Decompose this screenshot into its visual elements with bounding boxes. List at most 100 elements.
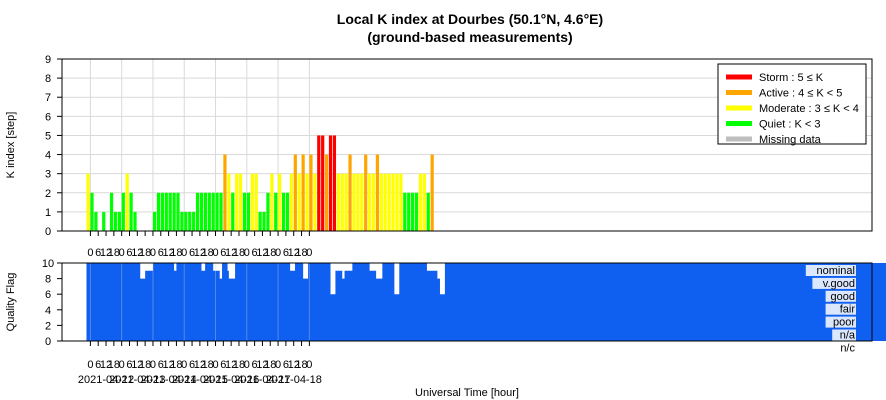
- legend-entry-label: Quiet : K < 3: [759, 119, 820, 131]
- k-x-tick-label: 0: [87, 247, 93, 259]
- k-y-tick-label: 4: [45, 150, 51, 162]
- k-index-bar: [238, 173, 243, 231]
- k-x-tick-label: 12: [256, 247, 268, 259]
- k-index-bar: [344, 173, 348, 231]
- quality-flag-label: poor: [833, 317, 855, 329]
- k-index-bar: [203, 192, 207, 231]
- k-index-bar: [321, 135, 325, 231]
- quality-x-tick-label: 18: [264, 359, 276, 371]
- quality-x-tick-label: 18: [202, 359, 214, 371]
- date-label: 2021-04-17: [234, 374, 290, 386]
- quality-x-tick-label: 0: [275, 359, 281, 371]
- k-x-tick-label: 12: [131, 247, 143, 259]
- k-index-bar: [152, 211, 157, 231]
- k-index-bar: [133, 211, 137, 231]
- k-index-bar: [289, 173, 294, 231]
- quality-x-tick-label: 12: [100, 359, 112, 371]
- legend-entry-label: Storm : 5 ≤ K: [759, 72, 824, 84]
- quality-plot-frame: [61, 262, 873, 342]
- k-x-tick-label: 12: [162, 247, 174, 259]
- k-index-bar: [250, 173, 254, 231]
- date-label: 2021-04-15: [172, 374, 228, 386]
- date-label: 2021-04-14: [140, 374, 196, 386]
- k-y-tick-label: 1: [45, 207, 51, 219]
- k-index-bar: [129, 192, 133, 231]
- k-index-bar: [395, 173, 399, 231]
- k-index-bar: [364, 154, 368, 231]
- quality-x-tick-label: 6: [220, 359, 226, 371]
- quality-x-tick-label: 6: [189, 359, 195, 371]
- quality-x-tick-label: 0: [212, 359, 218, 371]
- k-index-bar: [156, 192, 161, 231]
- quality-x-tick-label: 18: [108, 359, 120, 371]
- k-gridlines: [62, 58, 872, 232]
- k-index-bar: [184, 211, 188, 231]
- k-index-bar: [281, 192, 286, 231]
- k-index-bar: [90, 192, 94, 231]
- k-index-bar: [102, 211, 106, 231]
- quality-x-tick-label: 0: [150, 359, 156, 371]
- k-x-tick-label: 18: [170, 247, 182, 259]
- k-index-bar: [368, 173, 372, 231]
- quality-y-tick-label: 10: [42, 258, 54, 270]
- k-y-tick-label: 7: [45, 92, 51, 104]
- k-x-tick-label: 18: [295, 247, 307, 259]
- k-index-bar: [391, 173, 395, 231]
- k-index-bar: [360, 173, 364, 231]
- quality-x-tick-label: 12: [131, 359, 143, 371]
- k-index-bar: [199, 192, 204, 231]
- chart-title-block: Local K index at Dourbes (50.1°N, 4.6°E)…: [0, 10, 886, 46]
- k-index-bar: [164, 192, 168, 231]
- k-index-bar: [227, 173, 231, 231]
- k-x-tick-label: 12: [288, 247, 300, 259]
- quality-x-tick-label: 0: [87, 359, 93, 371]
- k-x-tick-label: 0: [212, 247, 218, 259]
- quality-flag-label: n/c: [840, 342, 855, 354]
- date-label: 2021-04-16: [203, 374, 259, 386]
- k-x-tick-label: 18: [139, 247, 151, 259]
- k-index-bar: [399, 173, 403, 231]
- quality-flag-label: n/a: [840, 330, 856, 342]
- quality-flag-label-bg: [812, 277, 856, 289]
- k-index-bar: [274, 192, 278, 231]
- x-axis-label: Universal Time [hour]: [415, 387, 519, 399]
- quality-y-axis-label: Quality Flag: [5, 273, 17, 332]
- k-index-bar: [324, 154, 329, 231]
- quality-y-tick-label: 4: [45, 305, 51, 317]
- date-label: 2021-04-18: [266, 374, 322, 386]
- k-index-bar: [86, 173, 90, 231]
- quality-y-tick-label: 8: [45, 274, 51, 286]
- k-index-bar: [340, 173, 344, 231]
- k-index-bar: [305, 173, 309, 231]
- quality-x-tick-label: 18: [170, 359, 182, 371]
- quality-x-tick-label: 18: [139, 359, 151, 371]
- quality-x-tick-label: 12: [162, 359, 174, 371]
- k-index-bar: [328, 135, 333, 231]
- k-y-tick-label: 6: [45, 111, 51, 123]
- quality-flag-label: nominal: [816, 265, 855, 277]
- quality-x-tick-label: 12: [288, 359, 300, 371]
- k-index-bar: [411, 192, 415, 231]
- k-x-tick-label: 0: [119, 247, 125, 259]
- k-y-tick-label: 9: [45, 54, 51, 66]
- quality-flag-label-bg: [825, 316, 856, 328]
- quality-y-tick-label: 6: [45, 289, 51, 301]
- quality-gridlines: [89, 263, 310, 341]
- k-index-bar: [235, 173, 239, 231]
- k-index-bar: [387, 173, 391, 231]
- k-x-tick-label: 0: [181, 247, 187, 259]
- k-index-bar: [356, 173, 360, 231]
- k-index-bar: [168, 192, 172, 231]
- k-index-bar: [254, 173, 258, 231]
- k-index-bar: [192, 211, 196, 231]
- k-index-bar: [266, 192, 270, 231]
- quality-flag-label-bg: [825, 290, 856, 302]
- quality-y-axis: 0 2 4 6 8 10: [42, 258, 62, 348]
- k-index-bar: [242, 192, 247, 231]
- k-index-bar: [180, 211, 184, 231]
- k-y-tick-label: 8: [45, 73, 51, 85]
- quality-x-tick-label: 18: [233, 359, 245, 371]
